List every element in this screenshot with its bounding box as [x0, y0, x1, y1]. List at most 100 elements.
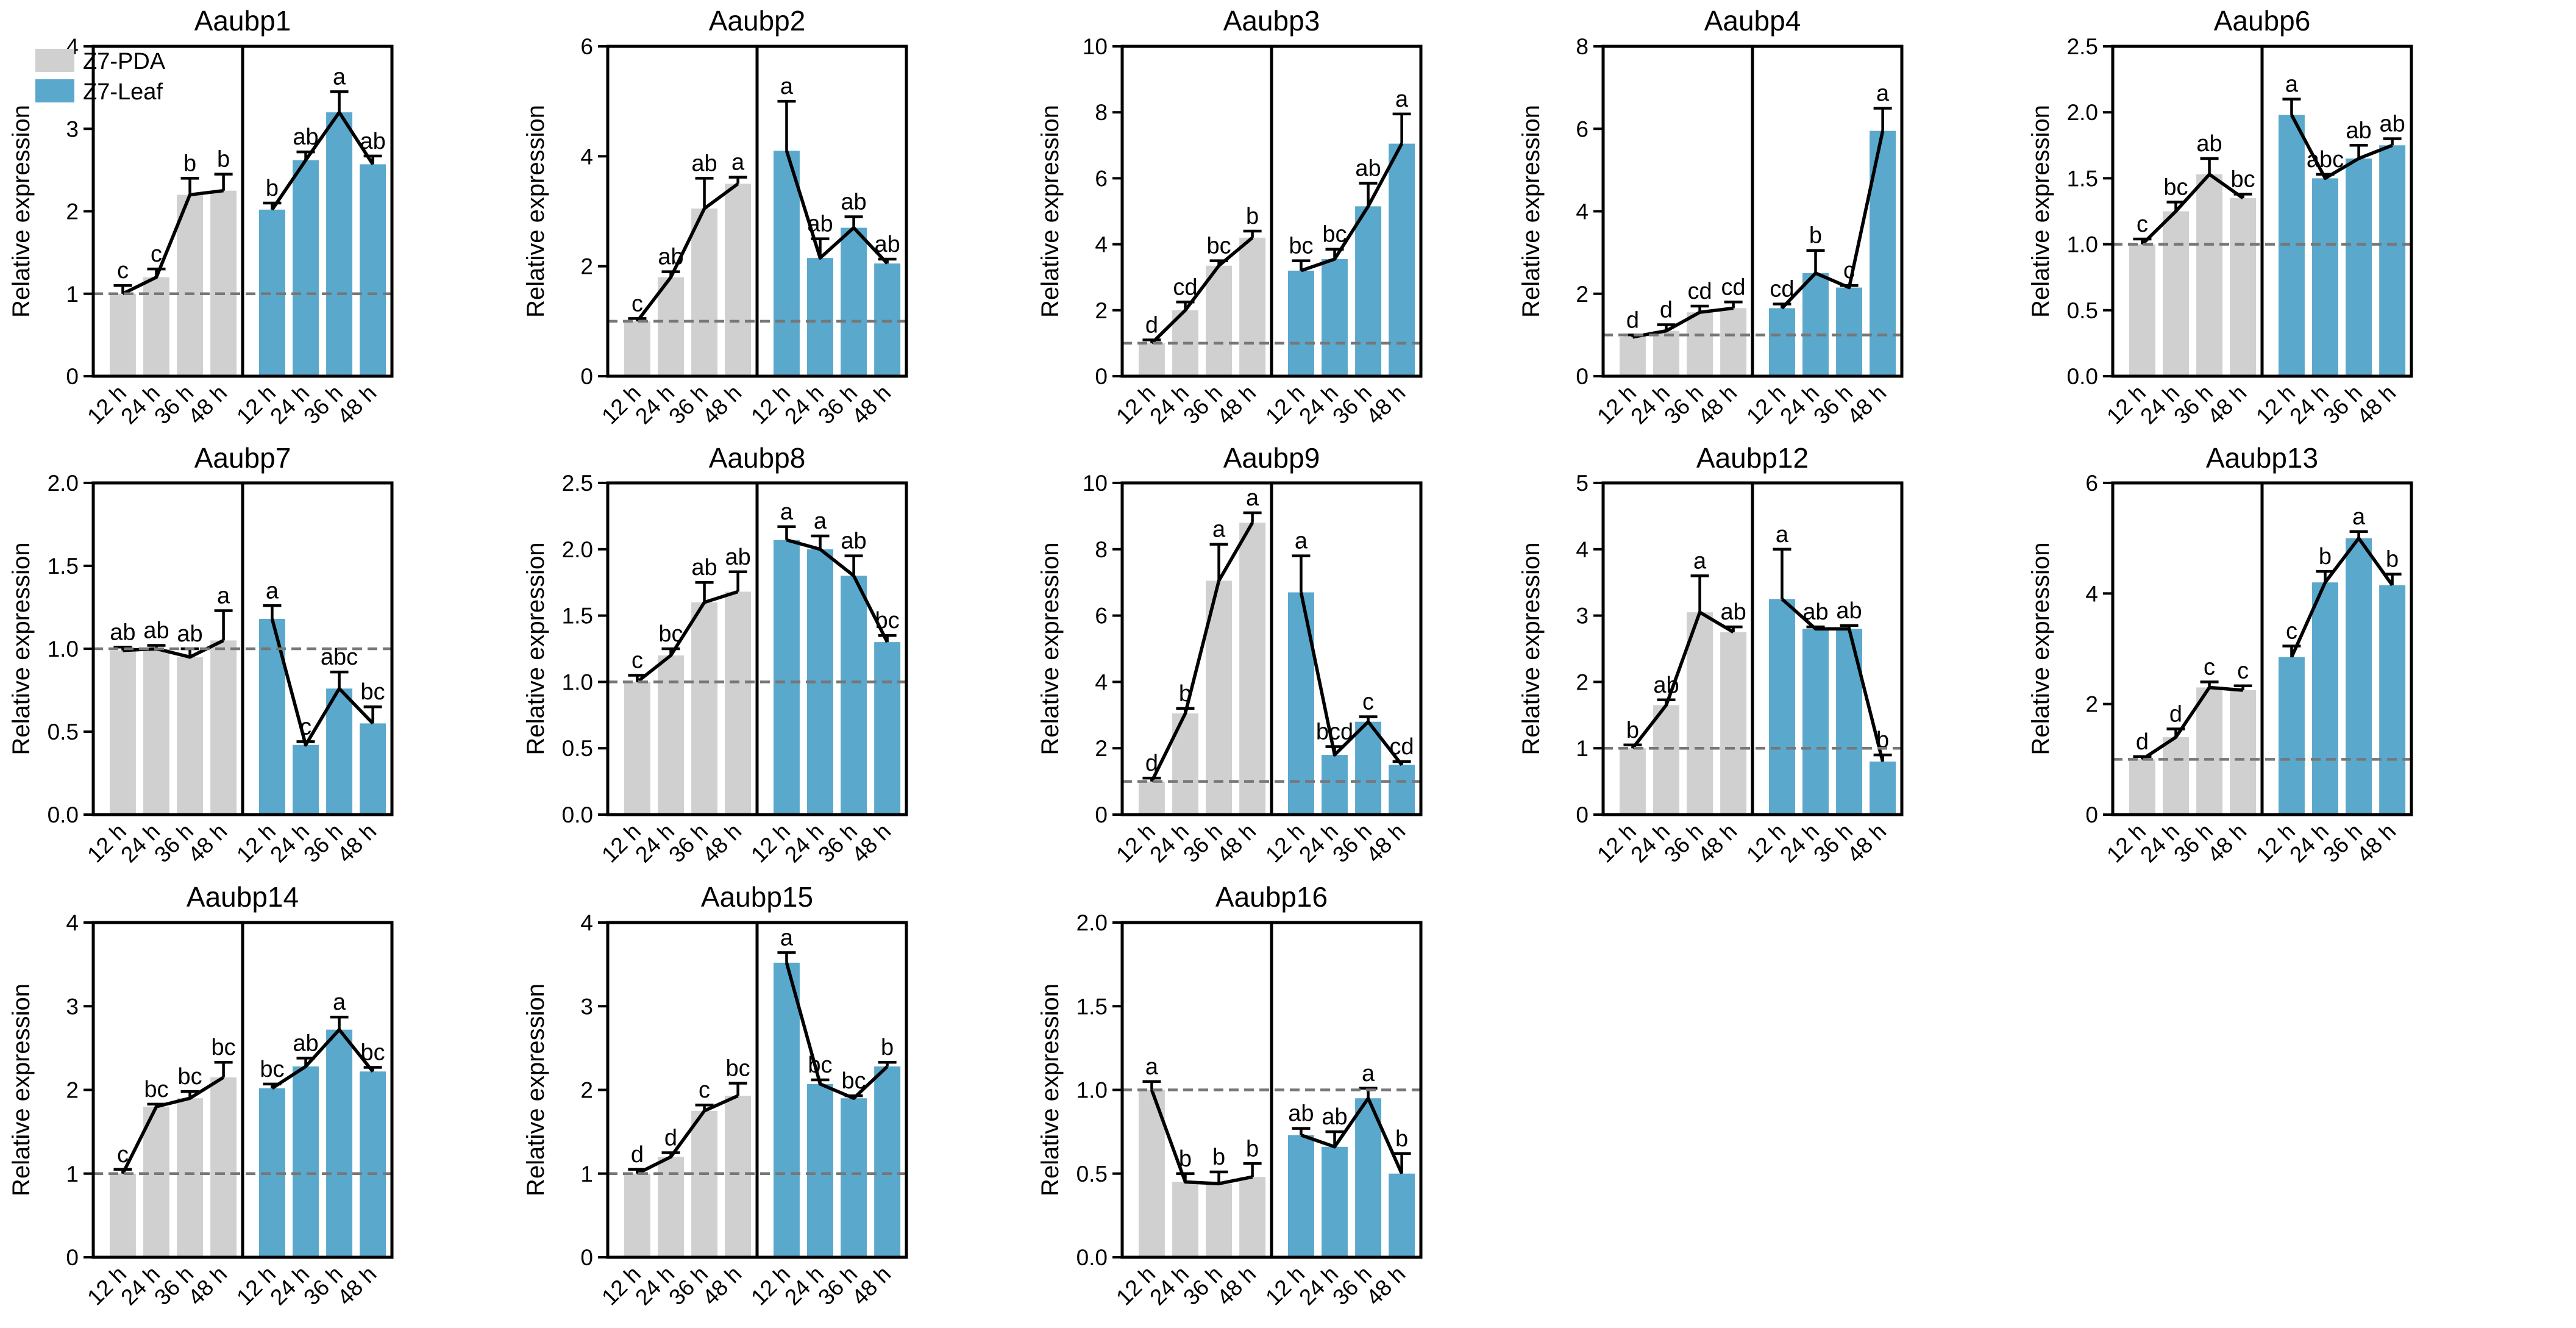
significance-letter: b — [1246, 204, 1259, 229]
bar-pda — [624, 682, 650, 815]
y-tick-label: 5 — [1576, 471, 1589, 496]
y-axis-label: Relative expression — [522, 105, 549, 318]
significance-letter: ab — [110, 619, 135, 645]
bar-pda — [109, 1173, 136, 1257]
significance-letter: a — [814, 509, 827, 534]
y-tick-label: 0.0 — [48, 802, 79, 827]
y-axis-label: Relative expression — [1037, 984, 1064, 1196]
y-tick-label: 0.5 — [2067, 298, 2098, 323]
significance-letter: b — [1395, 1126, 1408, 1152]
bar-leaf — [1355, 721, 1382, 815]
significance-letter: cd — [1173, 274, 1197, 300]
bar-pda — [1619, 337, 1646, 376]
bar-pda — [1653, 330, 1679, 376]
bar-leaf — [773, 540, 800, 815]
legend-label-pda: Z7-PDA — [83, 49, 166, 74]
y-tick-label: 4 — [1576, 537, 1589, 562]
significance-letter: a — [1876, 80, 1890, 106]
y-tick-label: 2 — [580, 254, 593, 279]
bar-leaf — [326, 112, 353, 376]
trend-line — [636, 590, 739, 684]
y-tick-label: 1.5 — [1076, 994, 1108, 1019]
x-category-label: 48 h — [1842, 819, 1891, 868]
bar-pda — [177, 195, 204, 376]
bar-pda — [691, 208, 718, 376]
significance-letter: b — [1809, 223, 1822, 249]
bar-pda — [725, 184, 752, 376]
trend-line — [2141, 173, 2244, 246]
y-tick-label: 4 — [1095, 232, 1108, 257]
significance-letter: d — [1660, 297, 1673, 323]
trend-line — [1781, 598, 1885, 762]
y-tick-label: 1.5 — [48, 554, 79, 579]
bar-leaf — [874, 642, 901, 815]
y-tick-label: 3 — [1576, 604, 1589, 629]
significance-letter: c — [632, 291, 643, 316]
legend-swatch-pda — [35, 49, 74, 72]
trend-line — [2141, 685, 2243, 761]
bar-pda — [1172, 1182, 1198, 1257]
y-tick-label: 1.0 — [562, 669, 593, 694]
significance-letter: bc — [177, 1064, 202, 1090]
y-tick-label: 2.5 — [562, 471, 593, 496]
x-category-label: 48 h — [2202, 380, 2251, 429]
significance-letter: a — [266, 578, 279, 604]
y-tick-label: 1 — [66, 1162, 79, 1187]
significance-letter: abc — [2307, 147, 2344, 173]
bar-leaf — [1836, 629, 1863, 815]
bar-leaf — [1768, 308, 1795, 376]
y-tick-label: 4 — [1095, 669, 1108, 694]
bar-pda — [1239, 1177, 1266, 1257]
significance-letter: c — [2286, 618, 2297, 644]
significance-letter: ab — [1720, 599, 1746, 625]
y-tick-label: 0 — [1095, 802, 1108, 827]
significance-letter: ab — [2346, 118, 2371, 143]
y-tick-label: 8 — [1576, 34, 1589, 59]
y-axis-label: Relative expression — [2027, 105, 2054, 318]
bar-leaf — [1768, 599, 1795, 815]
bar-pda — [1720, 632, 1747, 815]
panel-aaubp7: Aaubp7 Relative expression 0.0 0.5 1.0 1.5 2.0… — [8, 442, 394, 868]
y-axis-label: Relative expression — [1518, 105, 1545, 318]
chart-title: Aaubp2 — [709, 5, 806, 37]
y-tick-label: 0 — [1576, 364, 1589, 389]
y-tick-label: 2 — [2085, 692, 2098, 717]
trend-line — [2290, 536, 2394, 658]
panel-aaubp8: Aaubp8 Relative expression 0.0 0.5 1.0 1.5 2.0… — [522, 442, 908, 868]
trend-line — [121, 1076, 225, 1174]
bar-leaf — [1355, 206, 1382, 376]
significance-letter: ab — [1836, 598, 1862, 624]
y-tick-label: 8 — [1095, 537, 1108, 562]
bar-pda — [1239, 237, 1266, 376]
significance-letter: a — [1693, 548, 1707, 574]
bar-pda — [2163, 737, 2189, 815]
x-category-label: 48 h — [1361, 380, 1410, 429]
trend-line — [1150, 1089, 1253, 1185]
bar-leaf — [326, 688, 353, 815]
significance-letter: bc — [875, 608, 900, 634]
bar-pda — [691, 602, 718, 815]
bar-leaf — [841, 227, 867, 376]
bar-pda — [2230, 198, 2257, 376]
x-category-label: 48 h — [847, 380, 895, 429]
y-tick-label: 2.0 — [1076, 910, 1108, 935]
significance-letter: a — [333, 990, 346, 1015]
significance-letter: ab — [1322, 1104, 1347, 1130]
bar-pda — [1653, 705, 1679, 815]
significance-letter: b — [2319, 544, 2332, 569]
trend-line — [636, 1094, 739, 1176]
y-axis-label: Relative expression — [8, 984, 35, 1196]
bar-leaf — [293, 1066, 319, 1257]
trend-line — [1632, 306, 1734, 339]
x-category-label: 48 h — [183, 380, 232, 429]
y-tick-label: 0 — [580, 1245, 593, 1270]
bar-pda — [1619, 748, 1646, 815]
y-tick-label: 0.0 — [1076, 1245, 1108, 1270]
y-axis-label: Relative expression — [1518, 542, 1545, 755]
bar-pda — [1206, 1183, 1233, 1257]
trend-line — [122, 188, 224, 296]
